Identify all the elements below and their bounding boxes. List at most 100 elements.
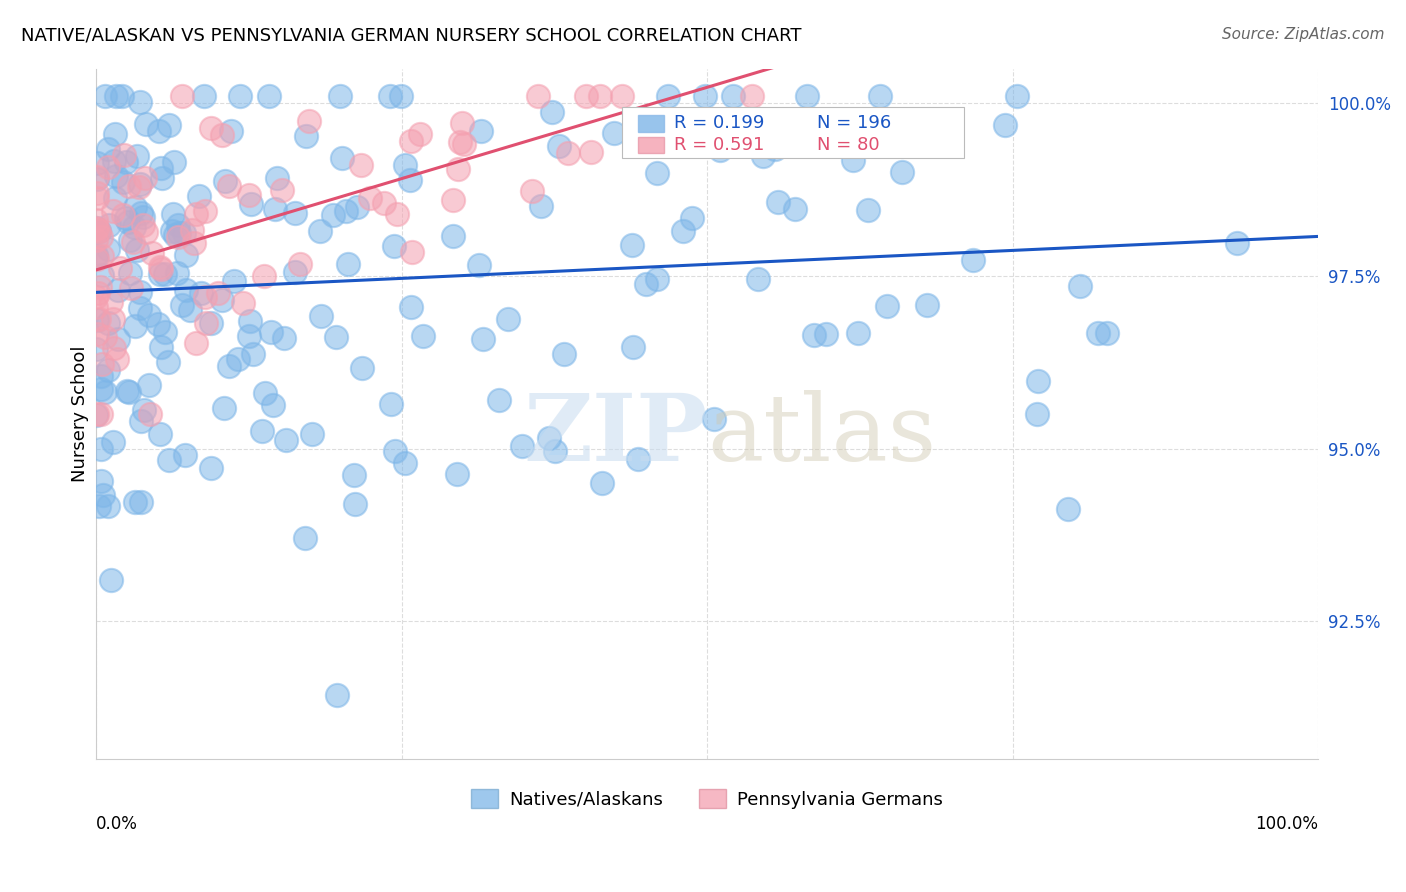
Point bbox=[91, 488, 114, 502]
Point bbox=[90, 357, 112, 371]
Point bbox=[284, 264, 307, 278]
Point bbox=[86, 222, 108, 236]
Text: 0.0%: 0.0% bbox=[96, 814, 138, 833]
Point bbox=[240, 197, 263, 211]
Point bbox=[325, 330, 347, 344]
Point bbox=[441, 193, 464, 207]
Point bbox=[115, 154, 138, 169]
Point bbox=[741, 89, 763, 103]
Point bbox=[141, 246, 163, 260]
Point bbox=[389, 89, 412, 103]
Point bbox=[149, 260, 172, 275]
Point bbox=[783, 202, 806, 216]
Point bbox=[97, 499, 120, 513]
Point bbox=[311, 310, 333, 324]
Point bbox=[194, 203, 217, 218]
Point bbox=[796, 89, 818, 103]
Point bbox=[298, 114, 321, 128]
Point bbox=[195, 316, 218, 330]
FancyBboxPatch shape bbox=[621, 106, 965, 159]
Point bbox=[335, 204, 357, 219]
Point bbox=[591, 476, 613, 491]
Point bbox=[222, 274, 245, 288]
Point bbox=[520, 184, 543, 198]
Point bbox=[165, 227, 187, 242]
Point bbox=[1069, 278, 1091, 293]
Point bbox=[149, 426, 172, 441]
Point bbox=[842, 153, 865, 168]
Point bbox=[200, 316, 222, 330]
Point bbox=[84, 220, 107, 235]
Text: R = 0.199: R = 0.199 bbox=[675, 114, 765, 132]
Point bbox=[112, 208, 135, 222]
Point bbox=[194, 290, 217, 304]
Point bbox=[232, 296, 254, 310]
Point bbox=[179, 302, 201, 317]
Point bbox=[111, 89, 134, 103]
Point bbox=[91, 249, 114, 263]
Point bbox=[412, 329, 434, 343]
Text: ZIP: ZIP bbox=[523, 390, 707, 480]
Point bbox=[612, 89, 634, 103]
Point bbox=[129, 495, 152, 509]
Point bbox=[242, 347, 264, 361]
Text: NATIVE/ALASKAN VS PENNSYLVANIA GERMAN NURSERY SCHOOL CORRELATION CHART: NATIVE/ALASKAN VS PENNSYLVANIA GERMAN NU… bbox=[21, 27, 801, 45]
Point bbox=[301, 426, 323, 441]
Point bbox=[544, 444, 567, 458]
Point bbox=[308, 223, 330, 237]
Point bbox=[226, 351, 249, 366]
Point bbox=[150, 161, 173, 175]
Point bbox=[94, 384, 117, 399]
Point bbox=[831, 120, 853, 134]
Point bbox=[350, 361, 373, 376]
Point bbox=[326, 688, 349, 702]
Point bbox=[703, 412, 725, 426]
Point bbox=[131, 210, 153, 224]
Point bbox=[167, 227, 190, 241]
Point bbox=[96, 142, 118, 156]
Point bbox=[915, 298, 938, 312]
Point bbox=[200, 461, 222, 475]
Point bbox=[84, 234, 107, 248]
Point bbox=[103, 312, 125, 326]
Point bbox=[253, 386, 276, 401]
Point bbox=[768, 195, 790, 210]
Point bbox=[530, 199, 553, 213]
Point bbox=[259, 89, 281, 103]
Point bbox=[104, 169, 127, 183]
Point bbox=[183, 236, 205, 251]
Point bbox=[86, 171, 108, 186]
Point bbox=[186, 336, 208, 351]
Point bbox=[384, 443, 406, 458]
Point bbox=[129, 177, 152, 191]
Point bbox=[212, 401, 235, 415]
Point bbox=[752, 149, 775, 163]
Point bbox=[344, 497, 367, 511]
Point bbox=[150, 340, 173, 354]
Point bbox=[276, 433, 298, 447]
Text: R = 0.591: R = 0.591 bbox=[675, 136, 765, 154]
FancyBboxPatch shape bbox=[637, 115, 665, 132]
Point bbox=[294, 531, 316, 545]
Point bbox=[97, 242, 120, 256]
Point bbox=[157, 453, 180, 467]
Point bbox=[190, 285, 212, 300]
Point bbox=[176, 283, 198, 297]
Point bbox=[87, 224, 110, 238]
Point bbox=[218, 359, 240, 373]
Point bbox=[174, 449, 197, 463]
Point bbox=[401, 244, 423, 259]
Point bbox=[211, 293, 233, 308]
Point bbox=[747, 272, 769, 286]
Point bbox=[252, 424, 274, 438]
Point bbox=[103, 342, 125, 356]
Point bbox=[90, 442, 112, 456]
Point bbox=[200, 120, 222, 135]
Point bbox=[84, 300, 107, 314]
Point bbox=[343, 468, 366, 483]
Point bbox=[575, 89, 598, 103]
Point bbox=[117, 215, 139, 229]
Point bbox=[180, 223, 202, 237]
Point bbox=[295, 128, 318, 143]
Point bbox=[162, 207, 184, 221]
